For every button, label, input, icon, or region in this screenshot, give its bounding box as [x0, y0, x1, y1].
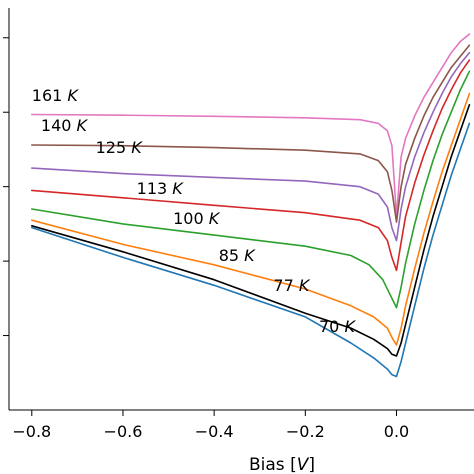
series-line-70k [31, 122, 471, 378]
x-tick-label: −0.2 [286, 422, 325, 441]
x-tick-label: −0.8 [12, 422, 51, 441]
series-label: 140 K [41, 116, 89, 135]
x-axis-label: Bias [V] [249, 455, 315, 474]
series-label: 77 K [273, 276, 310, 295]
x-axis-ticks: −0.8 −0.6 −0.4 −0.2 0.0 [12, 410, 409, 441]
x-tick-label: 0.0 [384, 422, 409, 441]
series-label: 70 K [319, 317, 356, 336]
series-label: 85 K [219, 246, 256, 265]
series-label: 113 K [137, 179, 185, 198]
series-line-140k [31, 44, 471, 223]
series-line-85k [31, 92, 471, 346]
series-line-161k [31, 33, 471, 218]
series-lines [31, 33, 471, 378]
series-label: 100 K [173, 209, 221, 228]
series-line-125k [31, 51, 471, 242]
series-line-77k [31, 104, 471, 357]
y-axis-ticks [3, 37, 9, 337]
series-line-100k [31, 70, 471, 309]
series-label: 125 K [96, 138, 144, 157]
series-labels: 161 K 140 K 125 K 113 K 100 K 85 K 77 K 70 K [32, 86, 357, 336]
x-tick-label: −0.4 [195, 422, 234, 441]
series-line-113k [31, 59, 471, 272]
x-tick-label: −0.6 [104, 422, 143, 441]
series-label: 161 K [32, 86, 80, 105]
